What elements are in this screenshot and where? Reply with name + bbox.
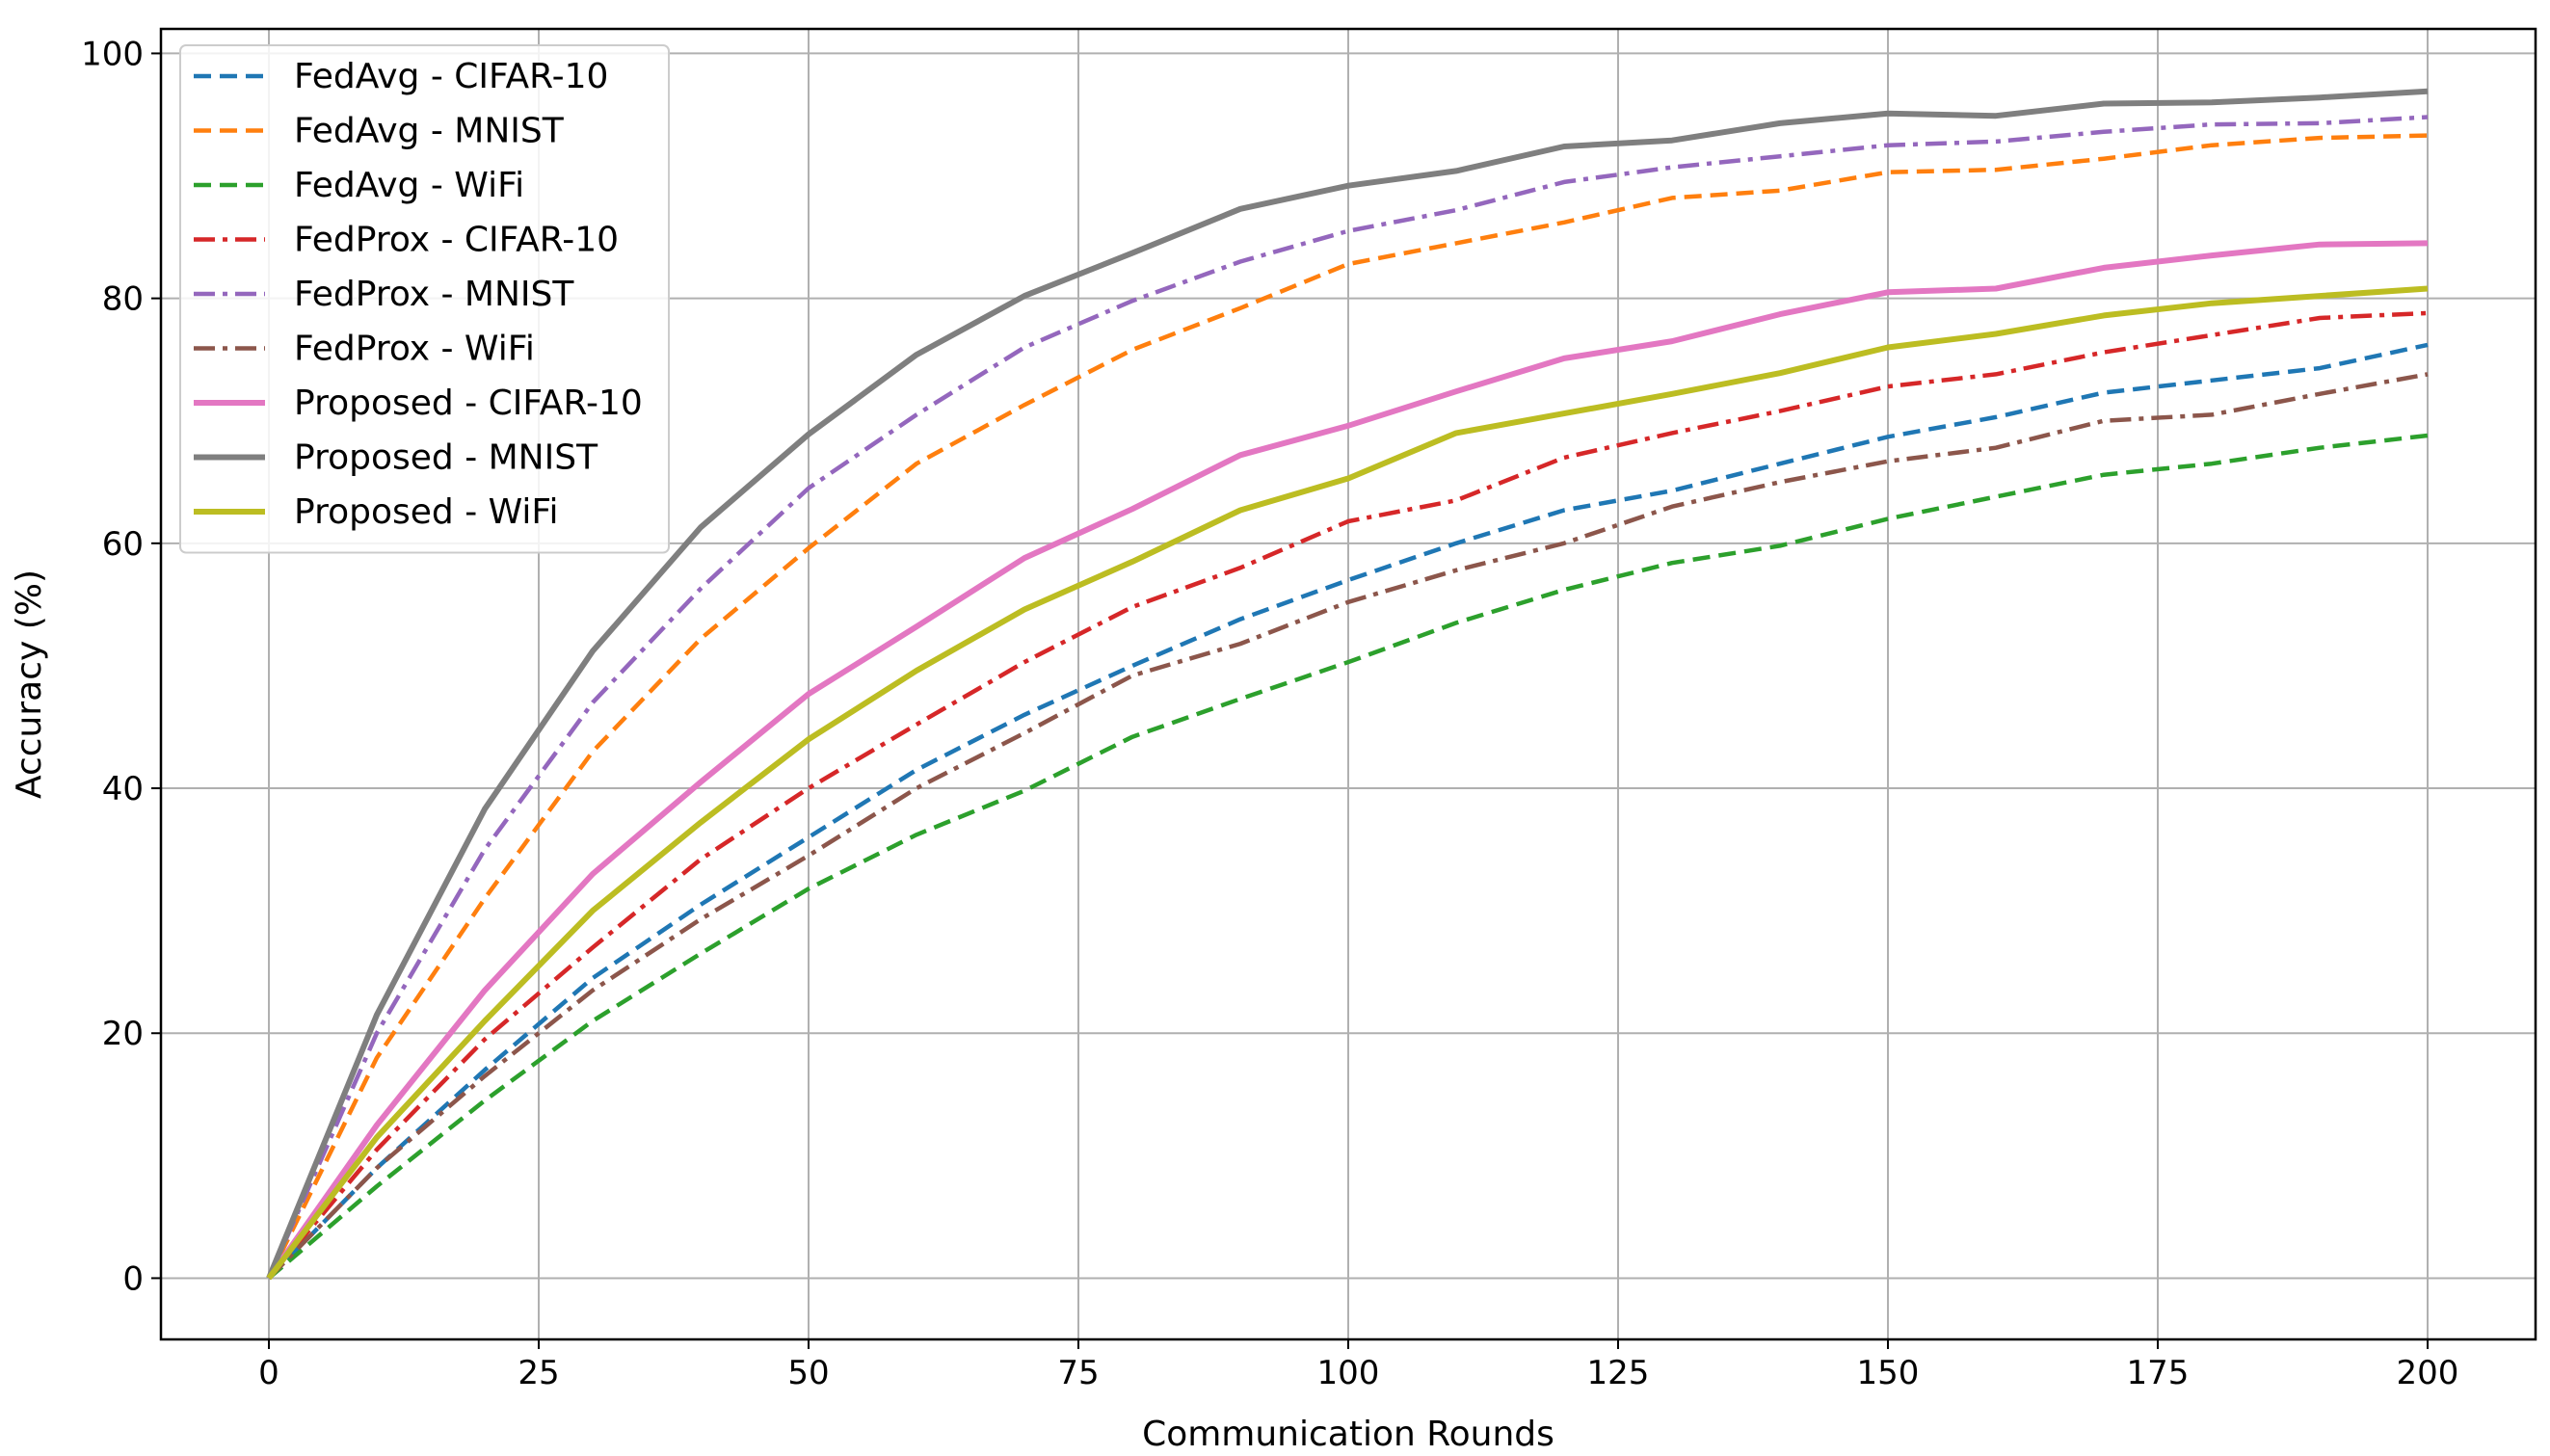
y-tick-label: 100	[81, 35, 144, 73]
y-tick-label: 0	[122, 1259, 144, 1298]
legend-label: FedProx - MNIST	[294, 275, 574, 314]
x-tick-label: 100	[1317, 1354, 1380, 1392]
legend-label: FedAvg - MNIST	[294, 112, 565, 151]
series-line-9	[266, 285, 2429, 1281]
legend: FedAvg - CIFAR-10 FedAvg - MNIST FedAvg - …	[179, 44, 670, 554]
legend-label: Proposed - MNIST	[294, 438, 598, 478]
x-tick-label: 25	[518, 1354, 559, 1392]
x-tick-label: 125	[1587, 1354, 1650, 1392]
series-line-5	[266, 115, 2429, 1280]
x-tick-label: 75	[1057, 1354, 1099, 1392]
series-line-7	[266, 240, 2429, 1281]
x-axis-label: Communication Rounds	[1142, 1415, 1554, 1454]
legend-label: FedProx - WiFi	[294, 330, 535, 369]
y-tick-label: 60	[102, 525, 144, 564]
x-tick-label: 200	[2397, 1354, 2459, 1392]
y-tick-label: 20	[102, 1015, 144, 1053]
y-tick-label: 40	[102, 770, 144, 808]
axis-ticks: 0 25 50 75 100 125 150 175 200 0 20 40 60 80 100	[81, 35, 2458, 1392]
series-line-4	[267, 310, 2429, 1280]
x-tick-label: 50	[787, 1354, 829, 1392]
series-line-3	[267, 433, 2429, 1281]
series-line-8	[266, 88, 2429, 1280]
x-tick-label: 150	[1857, 1354, 1920, 1392]
series-line-1	[267, 342, 2429, 1280]
legend-label: Proposed - WiFi	[294, 492, 559, 532]
legend-label: FedAvg - WiFi	[294, 166, 524, 205]
x-tick-label: 0	[258, 1354, 279, 1392]
series-lines	[266, 88, 2429, 1281]
legend-box	[179, 44, 670, 554]
x-tick-label: 175	[2127, 1354, 2190, 1392]
legend-label: FedAvg - CIFAR-10	[294, 57, 608, 96]
grid	[161, 29, 2536, 1339]
y-axis-label: Accuracy (%)	[10, 569, 49, 799]
legend-label: FedProx - CIFAR-10	[294, 221, 619, 260]
y-tick-label: 80	[102, 280, 144, 319]
series-line-6	[267, 372, 2429, 1280]
legend-label: Proposed - CIFAR-10	[294, 384, 643, 423]
